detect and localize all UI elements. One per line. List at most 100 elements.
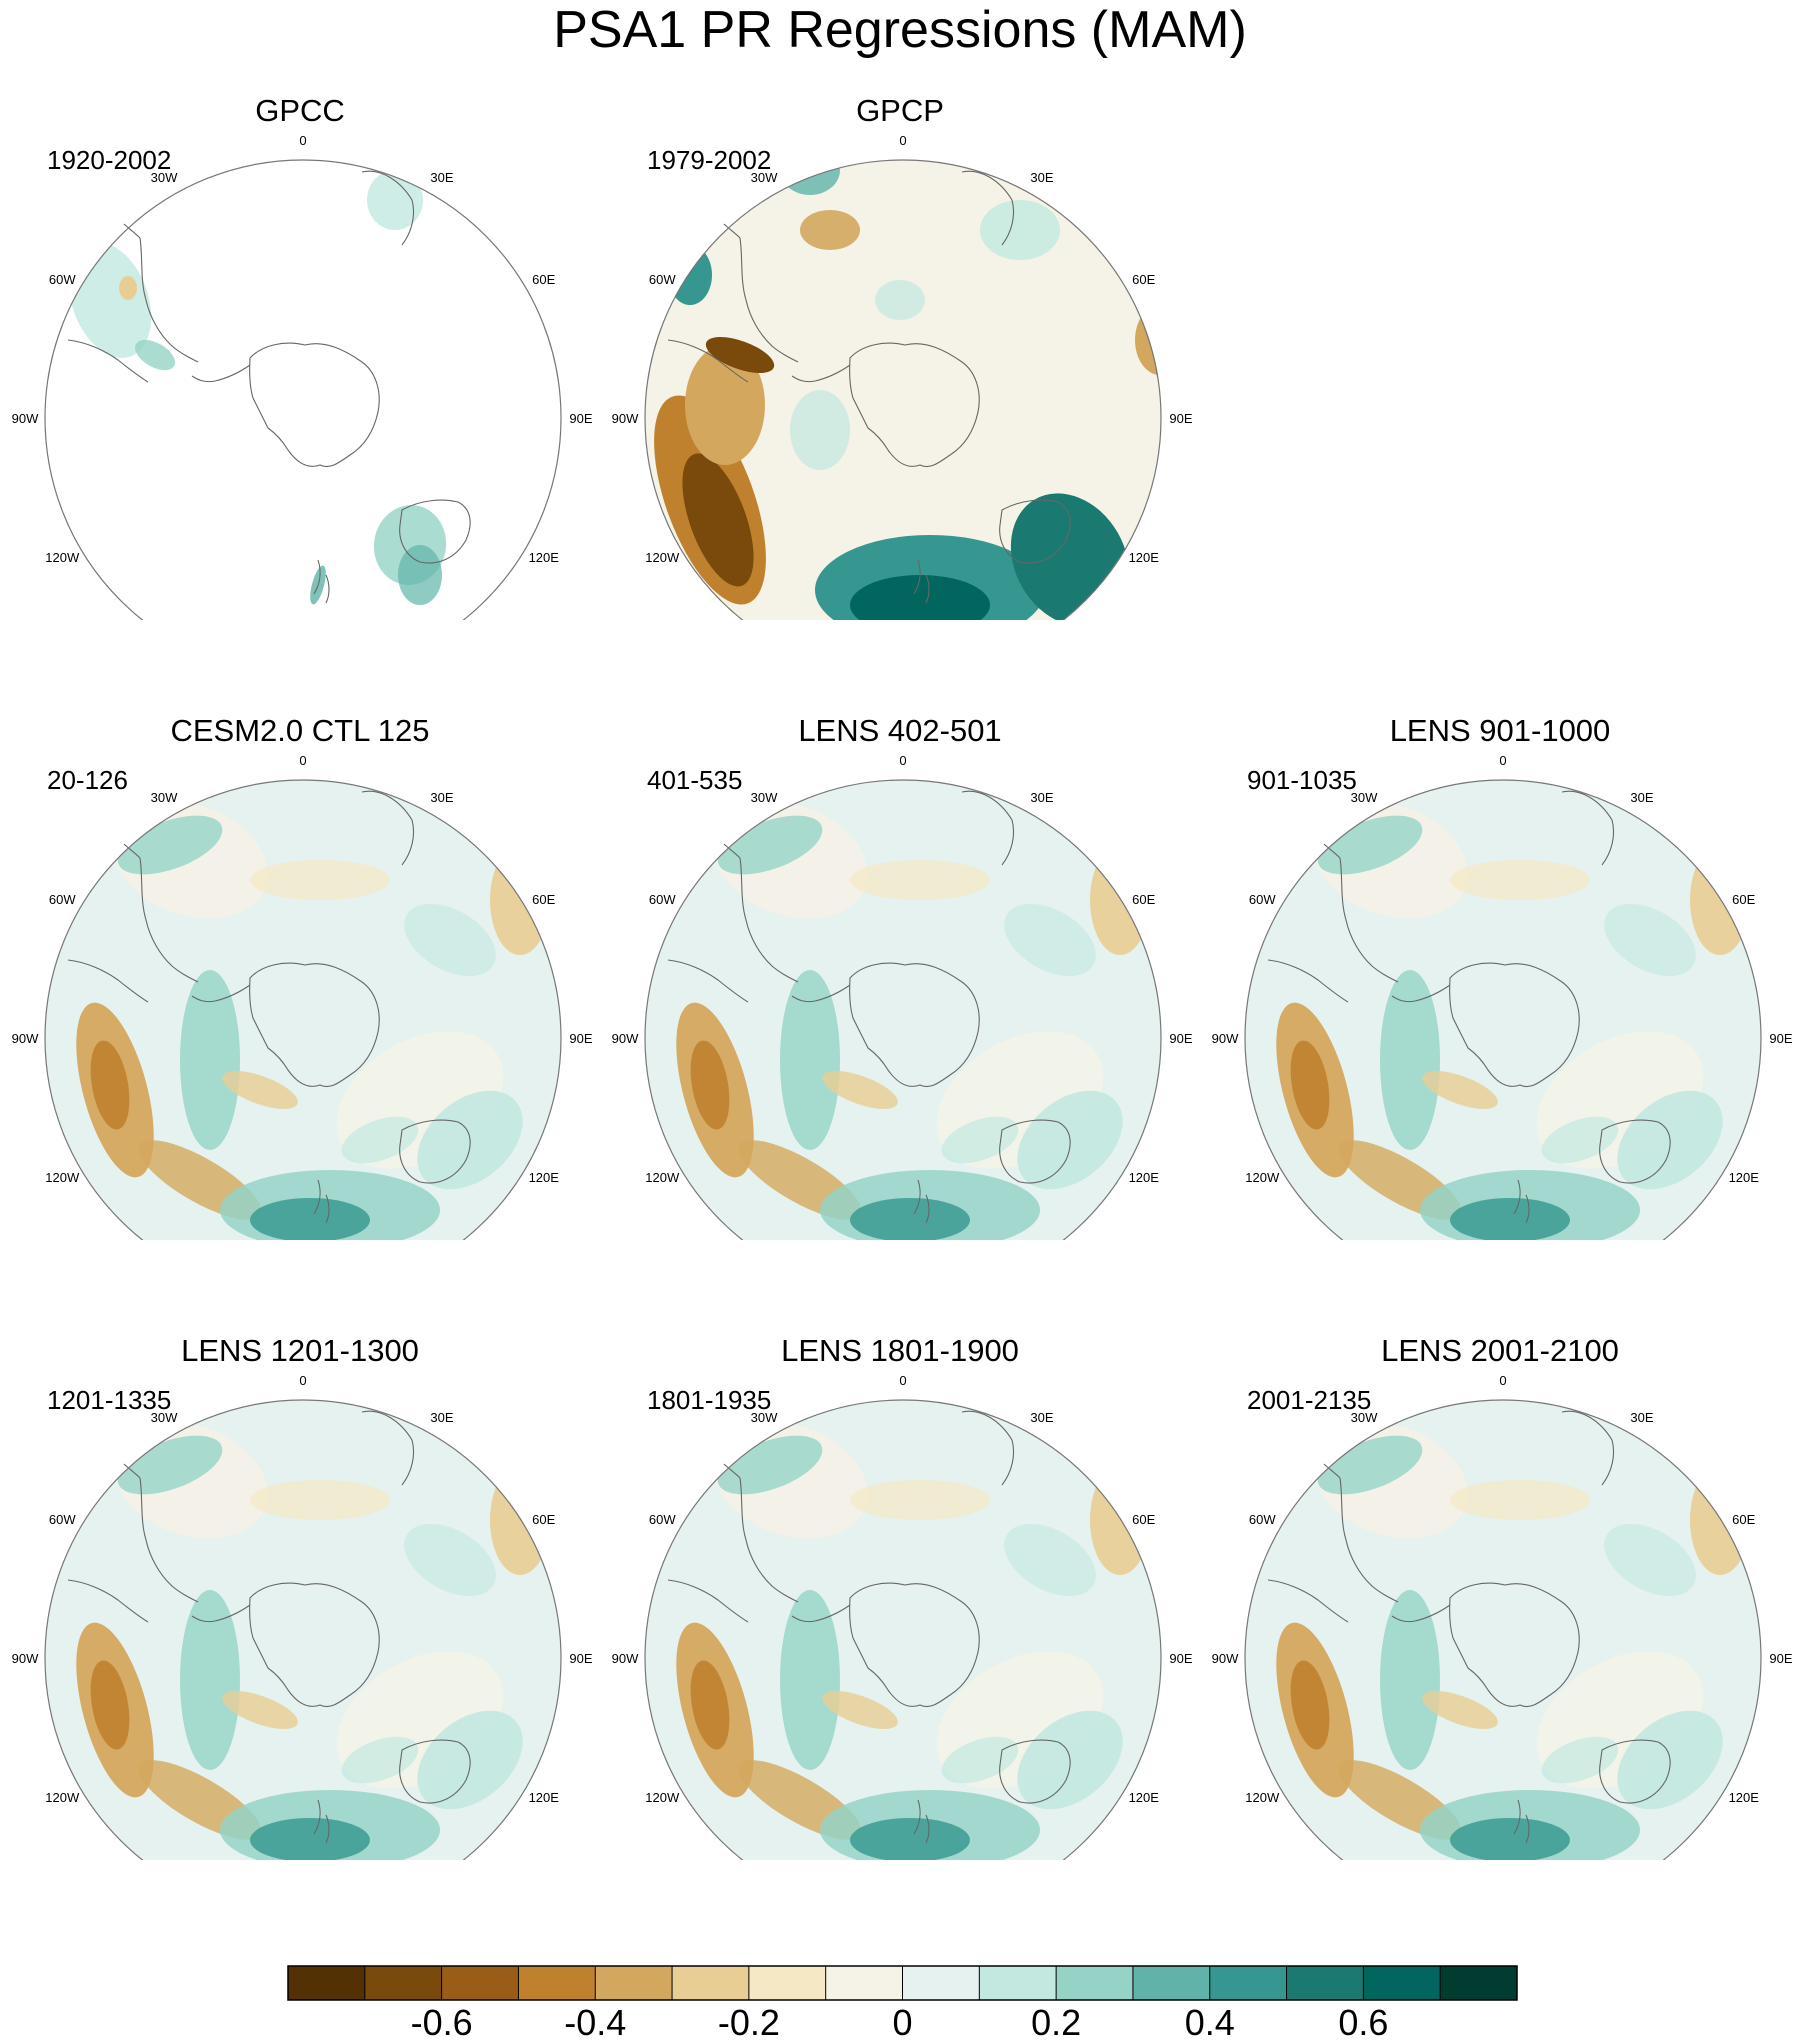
longitude-label: 0 (1499, 1373, 1506, 1388)
colorbar-tick-label: 0.4 (1185, 2002, 1235, 2042)
longitude-label: 60E (1732, 1512, 1755, 1527)
panel-period: 1979-2002 (647, 145, 772, 175)
coastlines (667, 1410, 1071, 1844)
longitude-label: 60E (1132, 1512, 1155, 1527)
polar-map: 030E60E90E120E150E180150W120W90W60W30W (12, 133, 593, 620)
longitude-label: 60W (649, 892, 676, 907)
coastlines (67, 790, 471, 1224)
precipitation-field (45, 780, 561, 1240)
panel-title: LENS 402-501 (798, 713, 1002, 748)
colorbar-swatch (518, 1966, 596, 2000)
colorbar-swatch (1440, 1966, 1518, 2000)
panel-period: 901-1035 (1247, 765, 1357, 795)
map-panel: 030E60E90E120E150E180150W120W90W60W30WLE… (600, 620, 1200, 1240)
colorbar-swatch (979, 1966, 1057, 2000)
longitude-label: 0 (899, 133, 906, 148)
longitude-label: 0 (299, 133, 306, 148)
longitude-label: 30W (151, 170, 178, 185)
map-panel: 030E60E90E120E150E180150W120W90W60W30WCE… (0, 620, 600, 1240)
longitude-label: 120W (45, 550, 80, 565)
panel-period: 1801-1935 (647, 1385, 772, 1415)
longitude-label: 90W (1212, 1651, 1239, 1666)
longitude-label: 60E (532, 272, 555, 287)
colorbar-tick-label: 0.6 (1338, 2002, 1388, 2042)
longitude-label: 30E (430, 170, 453, 185)
panel-title: LENS 901-1000 (1389, 713, 1611, 748)
colorbar-swatch (288, 1966, 366, 2000)
longitude-label: 60W (649, 1512, 676, 1527)
longitude-label: 90W (12, 411, 39, 426)
precipitation-field (1245, 1400, 1761, 1860)
longitude-label: 30W (1351, 790, 1378, 805)
map-panel: 030E60E90E120E150E180150W120W90W60W30WLE… (1200, 620, 1800, 1240)
longitude-label: 30W (751, 170, 778, 185)
longitude-label: 30W (151, 790, 178, 805)
longitude-label: 30E (1030, 170, 1053, 185)
longitude-label: 120E (529, 1790, 560, 1805)
longitude-label: 60W (1249, 1512, 1276, 1527)
map-panel: 030E60E90E120E150E180150W120W90W60W30WLE… (0, 1240, 600, 1860)
longitude-label: 90E (1169, 1651, 1192, 1666)
longitude-label: 90E (1169, 1031, 1192, 1046)
longitude-label: 90E (569, 411, 592, 426)
colorbar-swatch (825, 1966, 903, 2000)
panel-title: LENS 2001-2100 (1381, 1333, 1619, 1368)
coastlines (667, 170, 1071, 604)
longitude-label: 60W (49, 1512, 76, 1527)
map-panel: 030E60E90E120E150E180150W120W90W60W30WGP… (0, 0, 600, 620)
panel-title: LENS 1201-1300 (181, 1333, 419, 1368)
longitude-label: 120W (645, 1170, 680, 1185)
longitude-label: 30E (430, 1410, 453, 1425)
longitude-label: 60W (1249, 892, 1276, 907)
panel-title: GPCP (856, 93, 944, 128)
colorbar-swatch (672, 1966, 750, 2000)
coastlines (667, 790, 1071, 1224)
longitude-label: 90W (612, 1031, 639, 1046)
map-boundary (644, 1399, 1162, 1860)
colorbar-swatch (1363, 1966, 1441, 2000)
polar-map: 030E60E90E120E150E180150W120W90W60W30W (612, 133, 1193, 620)
longitude-label: 90E (569, 1031, 592, 1046)
polar-map: 030E60E90E120E150E180150W120W90W60W30W (12, 1373, 593, 1860)
longitude-label: 90E (1769, 1031, 1792, 1046)
longitude-label: 120E (1729, 1170, 1760, 1185)
longitude-label: 120E (529, 1170, 560, 1185)
longitude-label: 120W (1245, 1790, 1280, 1805)
longitude-label: 120W (45, 1790, 80, 1805)
colorbar-tick-label: 0.2 (1031, 2002, 1081, 2042)
map-panel: 030E60E90E120E150E180150W120W90W60W30WLE… (1200, 1240, 1800, 1860)
longitude-label: 90W (12, 1651, 39, 1666)
longitude-label: 60E (532, 892, 555, 907)
longitude-label: 60E (1132, 892, 1155, 907)
longitude-label: 120E (1129, 1790, 1160, 1805)
colorbar-swatch (364, 1966, 443, 2000)
panel-title: LENS 1801-1900 (781, 1333, 1019, 1368)
longitude-label: 90W (612, 411, 639, 426)
longitude-label: 90W (12, 1031, 39, 1046)
polar-map: 030E60E90E120E150E180150W120W90W60W30W (612, 1373, 1193, 1860)
map-boundary (44, 159, 562, 620)
longitude-label: 90W (1212, 1031, 1239, 1046)
polar-map: 030E60E90E120E150E180150W120W90W60W30W (12, 753, 593, 1240)
longitude-label: 30W (1351, 1410, 1378, 1425)
panel-period: 1920-2002 (47, 145, 172, 175)
longitude-label: 60E (532, 1512, 555, 1527)
coastlines (1267, 790, 1671, 1224)
panel-title: CESM2.0 CTL 125 (170, 713, 430, 748)
longitude-label: 60W (649, 272, 676, 287)
colorbar-swatch (595, 1966, 673, 2000)
map-boundary (44, 1399, 562, 1860)
map-boundary (1244, 1399, 1762, 1860)
longitude-label: 90E (1169, 411, 1192, 426)
colorbar-swatch (1286, 1966, 1364, 2000)
colorbar-swatch (441, 1966, 519, 2000)
map-boundary (644, 159, 1162, 620)
precipitation-field (1245, 780, 1761, 1240)
longitude-label: 30E (1030, 790, 1053, 805)
longitude-label: 0 (299, 753, 306, 768)
coastlines (1267, 1410, 1671, 1844)
polar-map: 030E60E90E120E150E180150W120W90W60W30W (612, 753, 1193, 1240)
precipitation-field (645, 160, 1161, 620)
panel-period: 401-535 (647, 765, 743, 795)
colorbar-tick-label: 0 (892, 2002, 912, 2042)
